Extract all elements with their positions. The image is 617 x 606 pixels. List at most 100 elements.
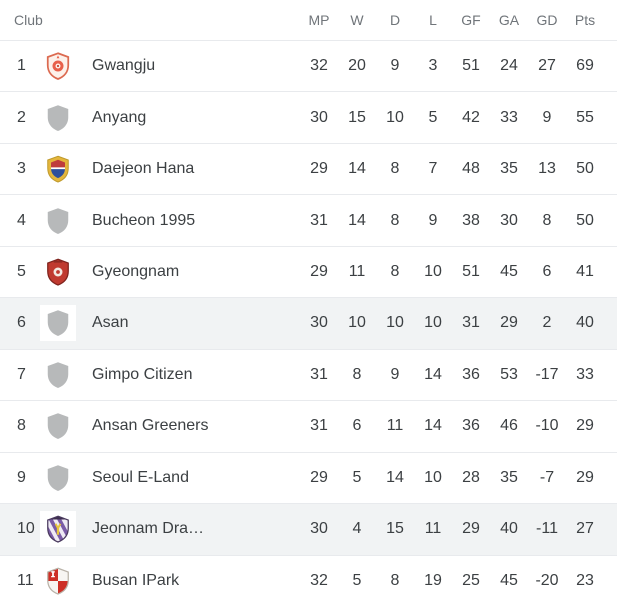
stat-ga: 33 bbox=[500, 108, 518, 126]
stat-l: 10 bbox=[424, 468, 442, 486]
stat-mp: 29 bbox=[310, 160, 328, 178]
stat-d: 8 bbox=[390, 160, 400, 178]
table-row[interactable]: 3 Daejeon Hana 29 14 8 7 48 35 13 50 bbox=[0, 144, 617, 196]
row-stats: 30 15 10 5 42 33 9 55 bbox=[300, 109, 617, 127]
stat-d: 8 bbox=[390, 571, 400, 589]
table-row[interactable]: 1 Gwangju 32 20 9 3 51 24 27 69 bbox=[0, 41, 617, 93]
stat-d: 9 bbox=[390, 57, 400, 75]
column-header-gf: GF bbox=[461, 12, 481, 28]
club-name[interactable]: Bucheon 1995 bbox=[92, 211, 196, 229]
stat-mp: 31 bbox=[310, 365, 328, 383]
stat-w: 11 bbox=[348, 263, 366, 281]
stat-w: 5 bbox=[352, 468, 362, 486]
table-row[interactable]: 5 Gyeongnam 29 11 8 10 51 45 6 41 bbox=[0, 247, 617, 299]
club-name[interactable]: Daejeon Hana bbox=[92, 160, 195, 178]
stat-mp: 30 bbox=[310, 108, 328, 126]
stat-l: 11 bbox=[424, 520, 442, 538]
club-name[interactable]: Asan bbox=[92, 314, 129, 332]
stat-ga: 30 bbox=[500, 211, 518, 229]
stat-ga: 35 bbox=[500, 468, 518, 486]
stat-w: 5 bbox=[352, 571, 362, 589]
table-row[interactable]: 2 Anyang 30 15 10 5 42 33 9 55 bbox=[0, 92, 617, 144]
stat-gd: 6 bbox=[542, 263, 552, 281]
stat-w: 15 bbox=[348, 108, 366, 126]
stat-gd: -10 bbox=[535, 417, 559, 435]
stat-gd: 13 bbox=[538, 160, 556, 178]
stat-gf: 48 bbox=[462, 160, 480, 178]
stat-l: 9 bbox=[428, 211, 438, 229]
column-header-d: D bbox=[389, 12, 401, 28]
stat-gd: -17 bbox=[535, 365, 559, 383]
club-name[interactable]: Gwangju bbox=[92, 57, 156, 75]
gyeongnam-crest-icon bbox=[40, 254, 76, 291]
stat-l: 19 bbox=[424, 571, 442, 589]
stat-pts: 50 bbox=[576, 160, 594, 178]
column-header-mp: MP bbox=[308, 12, 330, 28]
club-name[interactable]: Gyeongnam bbox=[92, 263, 180, 281]
table-row[interactable]: 8 Ansan Greeners 31 6 11 14 36 46 -10 29 bbox=[0, 401, 617, 453]
position-number: 6 bbox=[17, 314, 26, 332]
generic-shield-icon bbox=[40, 99, 76, 136]
stat-gd: 27 bbox=[538, 57, 556, 75]
column-header-l: L bbox=[429, 12, 437, 28]
stat-ga: 40 bbox=[500, 520, 518, 538]
stat-mp: 31 bbox=[310, 211, 328, 229]
stat-gf: 51 bbox=[462, 263, 480, 281]
table-row[interactable]: 9 Seoul E-Land 29 5 14 10 28 35 -7 29 bbox=[0, 453, 617, 505]
row-stats: 32 5 8 19 25 45 -20 23 bbox=[300, 572, 617, 590]
stat-ga: 46 bbox=[500, 417, 518, 435]
position-number: 10 bbox=[17, 520, 35, 538]
table-row[interactable]: 4 Bucheon 1995 31 14 8 9 38 30 8 50 bbox=[0, 195, 617, 247]
table-row[interactable]: 11 Busan IPark 32 5 8 19 25 45 -20 23 bbox=[0, 556, 617, 606]
stat-l: 14 bbox=[424, 365, 442, 383]
stat-pts: 69 bbox=[576, 57, 594, 75]
stat-l: 10 bbox=[424, 263, 442, 281]
table-row[interactable]: 10 Jeonnam Dra… 30 4 15 11 29 40 -11 27 bbox=[0, 504, 617, 556]
stat-mp: 29 bbox=[310, 263, 328, 281]
busan-crest-icon bbox=[40, 562, 76, 599]
column-header-w: W bbox=[350, 12, 364, 28]
generic-shield-icon bbox=[40, 459, 76, 496]
stat-pts: 33 bbox=[576, 365, 594, 383]
position-number: 5 bbox=[17, 263, 26, 281]
column-header-pts: Pts bbox=[574, 12, 596, 28]
club-name[interactable]: Jeonnam Dra… bbox=[92, 520, 205, 538]
stat-gd: 2 bbox=[542, 314, 552, 332]
stat-ga: 35 bbox=[500, 160, 518, 178]
club-name[interactable]: Ansan Greeners bbox=[92, 417, 209, 435]
stat-gd: 9 bbox=[542, 108, 552, 126]
club-name[interactable]: Anyang bbox=[92, 108, 147, 126]
table-body: 1 Gwangju 32 20 9 3 51 24 27 69 2 Anyang 30 15 10 5 42 33… bbox=[0, 41, 617, 606]
generic-shield-icon bbox=[40, 356, 76, 393]
stat-pts: 23 bbox=[576, 571, 594, 589]
row-stats: 29 14 8 7 48 35 13 50 bbox=[300, 160, 617, 178]
stat-d: 8 bbox=[390, 263, 400, 281]
row-stats: 32 20 9 3 51 24 27 69 bbox=[300, 57, 617, 75]
stat-mp: 30 bbox=[310, 520, 328, 538]
stat-pts: 40 bbox=[576, 314, 594, 332]
stat-ga: 45 bbox=[500, 571, 518, 589]
stat-l: 10 bbox=[424, 314, 442, 332]
stat-d: 11 bbox=[386, 417, 404, 435]
table-row[interactable]: 6 Asan 30 10 10 10 31 29 2 40 bbox=[0, 298, 617, 350]
stat-w: 10 bbox=[348, 314, 366, 332]
stat-w: 8 bbox=[352, 365, 362, 383]
stat-d: 10 bbox=[386, 108, 404, 126]
stat-gf: 38 bbox=[462, 211, 480, 229]
stat-w: 14 bbox=[348, 211, 366, 229]
stat-gf: 28 bbox=[462, 468, 480, 486]
stat-mp: 30 bbox=[310, 314, 328, 332]
club-name[interactable]: Busan IPark bbox=[92, 571, 180, 589]
row-stats: 31 6 11 14 36 46 -10 29 bbox=[300, 417, 617, 435]
column-header-ga: GA bbox=[498, 12, 520, 28]
gwangju-crest-icon bbox=[40, 48, 76, 85]
table-row[interactable]: 7 Gimpo Citizen 31 8 9 14 36 53 -17 33 bbox=[0, 350, 617, 402]
stat-mp: 29 bbox=[310, 468, 328, 486]
club-name[interactable]: Gimpo Citizen bbox=[92, 365, 193, 383]
club-name[interactable]: Seoul E-Land bbox=[92, 468, 189, 486]
row-stats: 30 10 10 10 31 29 2 40 bbox=[300, 314, 617, 332]
stat-gd: -11 bbox=[536, 520, 558, 538]
stat-ga: 53 bbox=[500, 365, 518, 383]
position-number: 7 bbox=[17, 365, 26, 383]
position-number: 4 bbox=[17, 211, 26, 229]
